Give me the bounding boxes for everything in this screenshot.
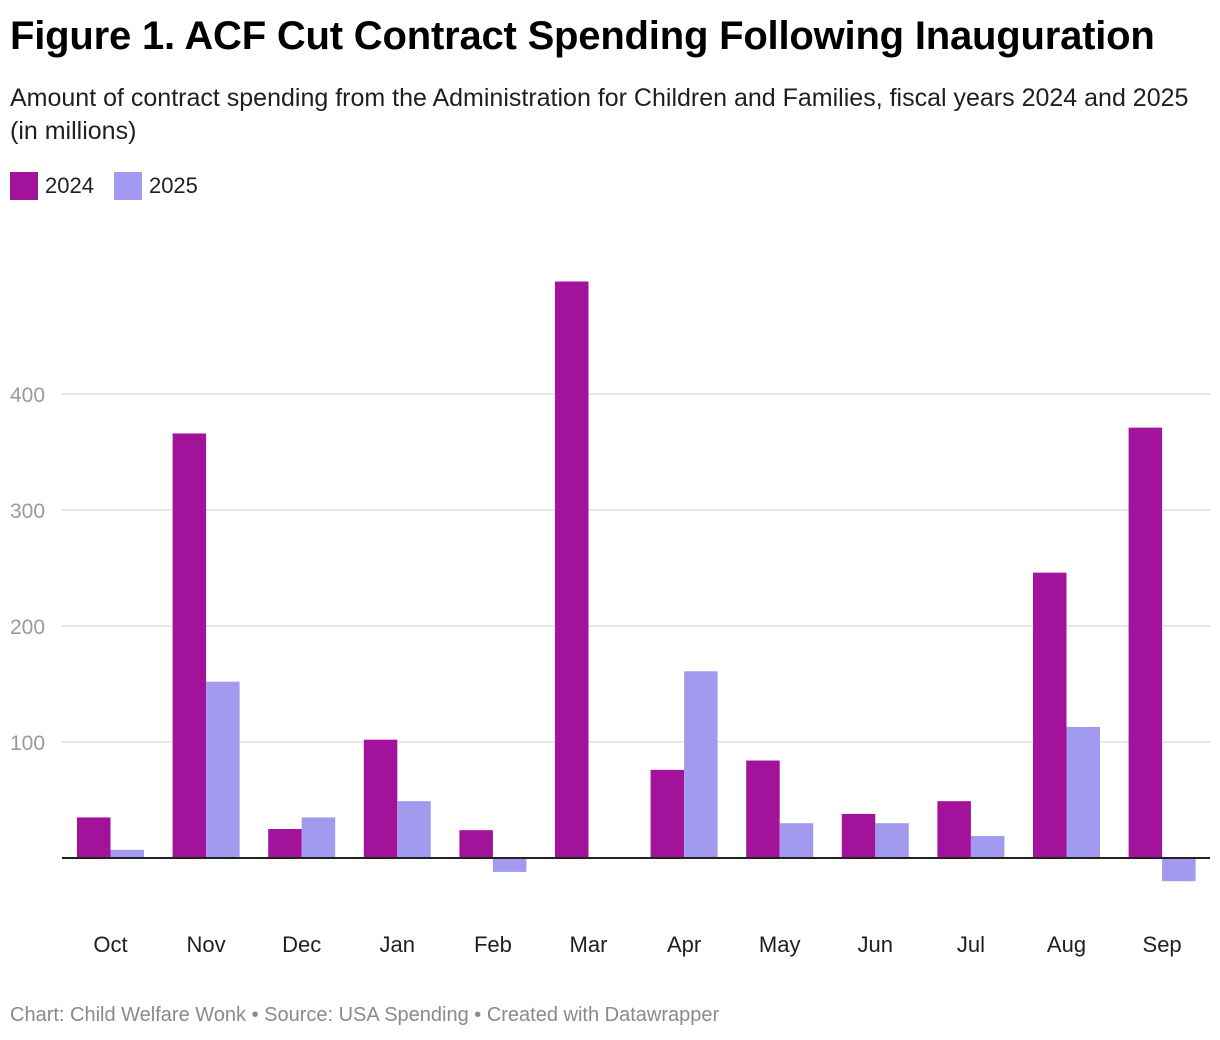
bar-2025-aug bbox=[1066, 726, 1100, 858]
bar-2025-dec bbox=[301, 817, 336, 858]
bar-2025-nov bbox=[206, 681, 240, 858]
bar-2025-feb bbox=[492, 858, 527, 872]
x-tick-label-jun: Jun bbox=[858, 932, 893, 957]
x-tick-label-oct: Oct bbox=[93, 932, 127, 957]
bar-chart: 100 200 300 400 Oct Nov Dec Jan Feb Mar Apr May Jun J… bbox=[10, 281, 1210, 957]
x-tick-label-feb: Feb bbox=[474, 932, 512, 957]
x-tick-label-may: May bbox=[759, 932, 801, 957]
y-tick-label-300: 300 bbox=[10, 500, 45, 523]
bar-2025-oct bbox=[110, 849, 144, 858]
bar-2024-feb bbox=[459, 830, 493, 858]
chart-footer: Chart: Child Welfare Wonk • Source: USA … bbox=[10, 1004, 720, 1026]
bar-2025-jul bbox=[970, 835, 1005, 858]
legend-swatch-2025 bbox=[113, 172, 142, 200]
bar-2024-oct bbox=[77, 817, 111, 858]
legend-label-2024: 2024 bbox=[45, 173, 94, 198]
y-tick-label-200: 200 bbox=[10, 616, 45, 639]
chart-title: Figure 1. ACF Cut Contract Spending Foll… bbox=[10, 14, 1155, 58]
bar-2025-jan bbox=[397, 801, 431, 858]
y-tick-label-100: 100 bbox=[10, 732, 45, 755]
bar-2025-sep bbox=[1162, 858, 1196, 882]
chart-subtitle: Amount of contract spending from the Adm… bbox=[10, 84, 1189, 145]
bar-2025-apr bbox=[684, 671, 718, 858]
bar-2024-apr bbox=[650, 769, 685, 858]
legend-item-2024: 2024 bbox=[10, 172, 94, 200]
x-tick-label-aug: Aug bbox=[1047, 932, 1086, 957]
legend-item-2025: 2025 bbox=[113, 172, 198, 200]
bar-2024-jan bbox=[363, 739, 398, 858]
bar-2024-nov bbox=[172, 433, 207, 858]
legend: 2024 2025 bbox=[10, 172, 218, 200]
x-tick-label-nov: Nov bbox=[187, 932, 226, 957]
y-tick-label-400: 400 bbox=[10, 384, 45, 407]
bar-2024-jul bbox=[937, 801, 971, 858]
legend-label-2025: 2025 bbox=[148, 173, 198, 198]
x-tick-label-dec: Dec bbox=[282, 932, 321, 957]
bar-2025-jun bbox=[875, 823, 909, 858]
bar-2024-may bbox=[746, 760, 780, 858]
x-tick-label-apr: Apr bbox=[667, 932, 701, 957]
bar-2024-aug bbox=[1033, 572, 1067, 858]
bar-2024-dec bbox=[268, 829, 302, 858]
x-tick-label-sep: Sep bbox=[1143, 932, 1182, 957]
bar-2025-may bbox=[779, 823, 814, 858]
bar-2024-mar bbox=[555, 281, 589, 859]
legend-swatch-2024 bbox=[10, 172, 38, 200]
x-tick-label-jan: Jan bbox=[380, 932, 415, 957]
x-tick-label-jul: Jul bbox=[957, 932, 985, 957]
bar-2024-jun bbox=[841, 813, 876, 858]
bar-2024-sep bbox=[1128, 427, 1163, 858]
x-tick-label-mar: Mar bbox=[570, 932, 608, 957]
